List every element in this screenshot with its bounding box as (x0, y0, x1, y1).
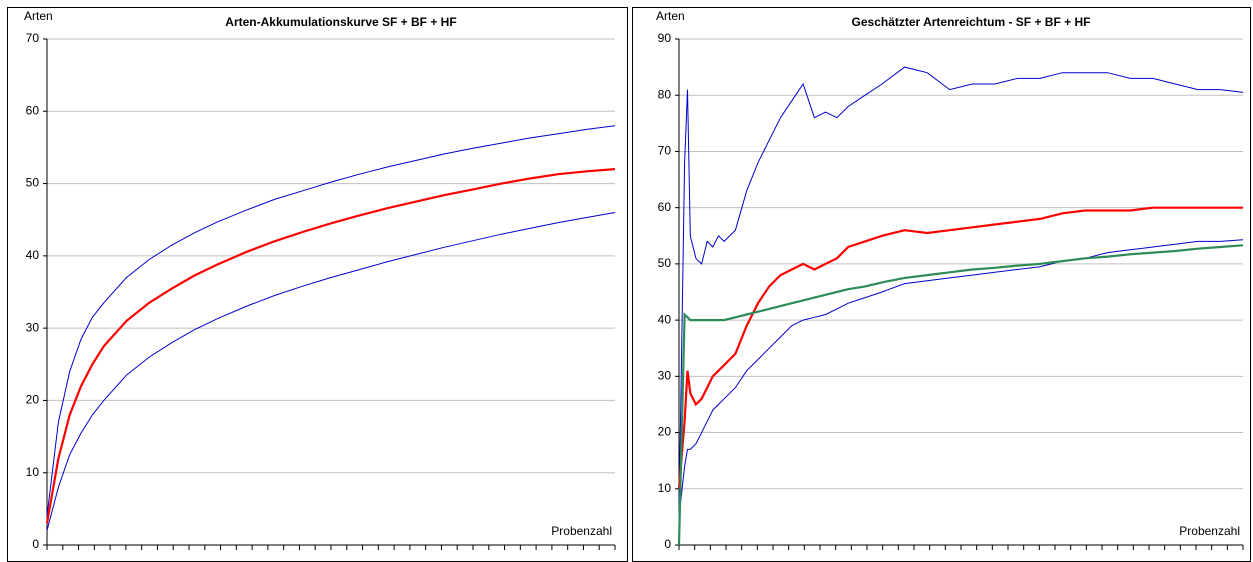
y-tick-label: 60 (658, 200, 672, 214)
series-line (45, 168, 616, 524)
y-tick-label: 50 (26, 176, 40, 190)
y-tick-label: 40 (658, 312, 672, 326)
y-tick-label: 10 (26, 465, 40, 479)
y-tick-label: 0 (32, 537, 39, 551)
series-line (46, 212, 616, 531)
y-tick-label: 40 (26, 248, 40, 262)
y-tick-label: 50 (658, 256, 672, 270)
y-axis-label: Arten (24, 9, 53, 23)
y-tick-label: 80 (658, 87, 672, 101)
chart-title: Geschätzter Artenreichtum - SF + BF + HF (852, 15, 1091, 29)
series-line (677, 244, 1244, 546)
chart-title: Arten-Akkumulationskurve SF + BF + HF (225, 15, 456, 29)
y-tick-label: 20 (26, 393, 40, 407)
y-tick-label: 0 (664, 537, 671, 551)
x-axis-label: Probenzahl (1179, 524, 1240, 538)
y-tick-label: 90 (658, 31, 672, 45)
y-tick-label: 30 (26, 320, 40, 334)
y-axis-label: Arten (656, 9, 685, 23)
y-tick-label: 60 (26, 103, 40, 117)
y-tick-label: 20 (658, 425, 672, 439)
x-axis-label: Probenzahl (551, 524, 612, 538)
series-line (46, 125, 616, 517)
left-panel (7, 7, 628, 562)
right-panel (632, 7, 1251, 562)
series-line (678, 239, 1244, 517)
series-line (678, 66, 1244, 517)
y-tick-label: 70 (658, 144, 672, 158)
y-tick-label: 70 (26, 31, 40, 45)
y-tick-label: 30 (658, 369, 672, 383)
series-line (677, 206, 1243, 489)
y-tick-label: 10 (658, 481, 672, 495)
